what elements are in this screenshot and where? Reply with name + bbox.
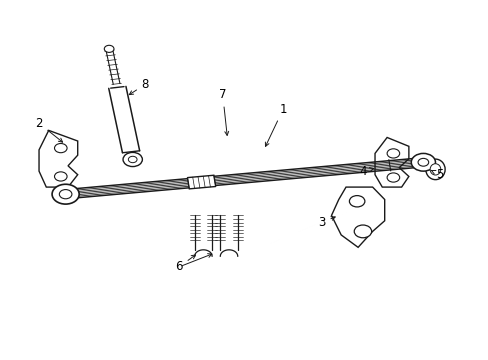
Circle shape: [128, 156, 137, 163]
Ellipse shape: [429, 164, 440, 175]
Circle shape: [410, 153, 435, 171]
Text: 2: 2: [35, 117, 62, 142]
Circle shape: [386, 173, 399, 182]
Text: 1: 1: [265, 103, 286, 147]
Circle shape: [52, 184, 79, 204]
Circle shape: [59, 190, 72, 199]
Circle shape: [417, 158, 428, 166]
Circle shape: [54, 144, 67, 153]
Text: 4: 4: [359, 165, 373, 177]
Circle shape: [104, 45, 114, 53]
Circle shape: [54, 172, 67, 181]
Circle shape: [386, 149, 399, 158]
Text: 3: 3: [318, 216, 334, 229]
Circle shape: [353, 225, 371, 238]
Text: 8: 8: [129, 78, 149, 95]
Text: 7: 7: [219, 89, 228, 135]
Text: 6: 6: [175, 255, 195, 273]
Text: 5: 5: [430, 168, 443, 181]
Circle shape: [123, 152, 142, 167]
Circle shape: [349, 195, 364, 207]
Polygon shape: [187, 175, 215, 189]
Ellipse shape: [425, 159, 444, 180]
